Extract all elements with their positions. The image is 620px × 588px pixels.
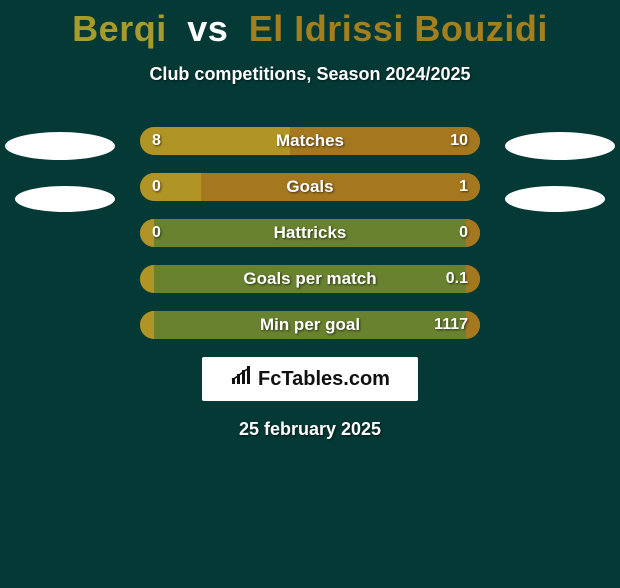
vs-text: vs xyxy=(187,8,228,49)
right-value: 10 xyxy=(450,127,468,155)
right-value: 1 xyxy=(459,173,468,201)
player1-marker-bottom xyxy=(15,186,115,212)
stat-label: Matches xyxy=(140,127,480,155)
chart-icon xyxy=(230,366,256,392)
player1-name: Berqi xyxy=(72,8,167,49)
player1-marker-top xyxy=(5,132,115,160)
stat-label: Hattricks xyxy=(140,219,480,247)
right-value: 1117 xyxy=(434,311,468,339)
player2-marker-bottom xyxy=(505,186,605,212)
subtitle: Club competitions, Season 2024/2025 xyxy=(0,64,620,85)
stat-label: Goals per match xyxy=(140,265,480,293)
logo-text: FcTables.com xyxy=(258,368,390,391)
stats-bars: 8Matches100Goals10Hattricks0Goals per ma… xyxy=(140,127,480,339)
stat-row: 8Matches10 xyxy=(140,127,480,155)
stat-row: 0Hattricks0 xyxy=(140,219,480,247)
logo-box: FcTables.com xyxy=(202,357,418,401)
player2-marker-top xyxy=(505,132,615,160)
page-title: Berqi vs El Idrissi Bouzidi xyxy=(0,8,620,50)
stat-label: Min per goal xyxy=(140,311,480,339)
stat-row: Min per goal1117 xyxy=(140,311,480,339)
right-value: 0 xyxy=(459,219,468,247)
player2-name: El Idrissi Bouzidi xyxy=(249,8,548,49)
stat-row: Goals per match0.1 xyxy=(140,265,480,293)
stat-label: Goals xyxy=(140,173,480,201)
date: 25 february 2025 xyxy=(0,419,620,440)
right-value: 0.1 xyxy=(446,265,468,293)
logo: FcTables.com xyxy=(230,366,390,392)
stat-row: 0Goals1 xyxy=(140,173,480,201)
